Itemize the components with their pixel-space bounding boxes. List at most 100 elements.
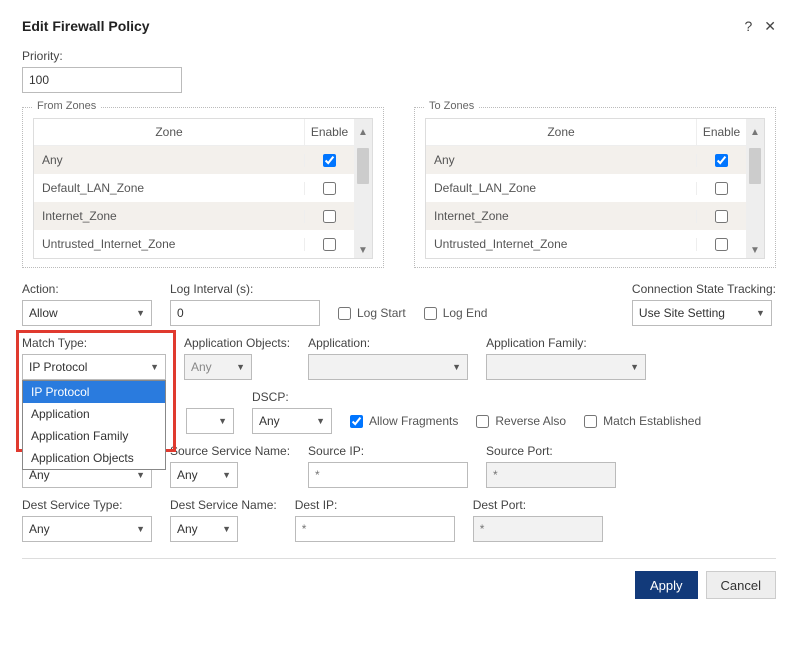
chevron-down-icon: ▼ (136, 524, 145, 534)
match-type-select[interactable]: IP Protocol▼ (22, 354, 166, 380)
action-label: Action: (22, 282, 152, 296)
dropdown-item[interactable]: IP Protocol (23, 381, 165, 403)
chevron-down-icon: ▼ (136, 308, 145, 318)
table-row: Any (426, 146, 746, 174)
dst-port-label: Dest Port: (473, 498, 603, 512)
dst-svc-name-select[interactable]: Any▼ (170, 516, 238, 542)
dst-ip-label: Dest IP: (295, 498, 455, 512)
zone-name: Default_LAN_Zone (34, 181, 304, 195)
chevron-down-icon: ▼ (222, 524, 231, 534)
firewall-policy-dialog: Edit Firewall Policy ? ✕ Priority: From … (0, 0, 798, 617)
zone-enable-checkbox[interactable] (715, 182, 728, 195)
hidden-select[interactable]: ▼ (186, 408, 234, 434)
dropdown-item[interactable]: Application Objects (23, 447, 165, 469)
from-zone-col-enable: Enable (304, 119, 354, 145)
zone-enable-checkbox[interactable] (715, 210, 728, 223)
priority-label: Priority: (22, 49, 776, 63)
cancel-button[interactable]: Cancel (706, 571, 776, 599)
match-type-label: Match Type: (22, 336, 166, 350)
chevron-down-icon: ▼ (236, 362, 245, 372)
app-objects-select: Any▼ (184, 354, 252, 380)
dialog-title: Edit Firewall Policy (22, 18, 150, 34)
dst-svc-name-label: Dest Service Name: (170, 498, 277, 512)
help-icon[interactable]: ? (744, 18, 752, 35)
log-end-checkbox-wrap[interactable]: Log End (424, 300, 488, 326)
zone-name: Internet_Zone (426, 209, 696, 223)
scroll-down-icon[interactable]: ▼ (358, 243, 368, 258)
scroll-thumb[interactable] (357, 148, 369, 184)
table-row: Default_LAN_Zone (426, 174, 746, 202)
zone-scrollbar[interactable]: ▼ (354, 146, 372, 258)
zone-name: Any (426, 153, 696, 167)
chevron-down-icon: ▼ (452, 362, 461, 372)
table-row: Internet_Zone (34, 202, 354, 230)
dst-ip-input[interactable] (295, 516, 455, 542)
zone-name: Default_LAN_Zone (426, 181, 696, 195)
log-start-checkbox-wrap[interactable]: Log Start (338, 300, 406, 326)
zone-name: Internet_Zone (34, 209, 304, 223)
src-port-label: Source Port: (486, 444, 616, 458)
zone-name: Untrusted_Internet_Zone (34, 237, 304, 251)
application-select: ▼ (308, 354, 468, 380)
dst-svc-type-label: Dest Service Type: (22, 498, 152, 512)
chevron-down-icon: ▼ (150, 362, 159, 372)
dst-svc-type-select[interactable]: Any▼ (22, 516, 152, 542)
zone-enable-checkbox[interactable] (715, 238, 728, 251)
from-zone-col-zone: Zone (34, 119, 304, 145)
chevron-down-icon: ▼ (316, 416, 325, 426)
src-svc-name-select[interactable]: Any▼ (170, 462, 238, 488)
app-family-label: Application Family: (486, 336, 646, 350)
zone-enable-checkbox[interactable] (323, 210, 336, 223)
dropdown-item[interactable]: Application Family (23, 425, 165, 447)
zone-enable-checkbox[interactable] (323, 238, 336, 251)
match-type-dropdown: IP Protocol Application Application Fami… (22, 380, 166, 470)
scroll-up-icon[interactable]: ▲ (746, 119, 764, 145)
allow-fragments-checkbox[interactable] (350, 415, 363, 428)
priority-input[interactable] (22, 67, 182, 93)
table-row: Default_LAN_Zone (34, 174, 354, 202)
table-row: Untrusted_Internet_Zone (426, 230, 746, 258)
zone-enable-checkbox[interactable] (323, 154, 336, 167)
scroll-down-icon[interactable]: ▼ (750, 243, 760, 258)
log-end-checkbox[interactable] (424, 307, 437, 320)
chevron-down-icon: ▼ (222, 470, 231, 480)
zone-scrollbar[interactable]: ▼ (746, 146, 764, 258)
table-row: Any (34, 146, 354, 174)
src-port-input[interactable] (486, 462, 616, 488)
allow-fragments-wrap[interactable]: Allow Fragments (350, 408, 458, 434)
zone-name: Untrusted_Internet_Zone (426, 237, 696, 251)
apply-button[interactable]: Apply (635, 571, 698, 599)
close-icon[interactable]: ✕ (764, 18, 776, 35)
to-zone-col-zone: Zone (426, 119, 696, 145)
table-row: Internet_Zone (426, 202, 746, 230)
match-established-checkbox[interactable] (584, 415, 597, 428)
zone-enable-checkbox[interactable] (715, 154, 728, 167)
dropdown-item[interactable]: Application (23, 403, 165, 425)
action-select[interactable]: Allow▼ (22, 300, 152, 326)
dst-port-input[interactable] (473, 516, 603, 542)
from-zones-fieldset: From Zones Zone Enable ▲ Any Default_LAN… (22, 107, 384, 268)
chevron-down-icon: ▼ (756, 308, 765, 318)
app-objects-label: Application Objects: (184, 336, 290, 350)
from-zones-legend: From Zones (33, 100, 100, 112)
scroll-thumb[interactable] (749, 148, 761, 184)
reverse-also-checkbox[interactable] (476, 415, 489, 428)
dscp-select[interactable]: Any▼ (252, 408, 332, 434)
cst-select[interactable]: Use Site Setting▼ (632, 300, 772, 326)
log-start-checkbox[interactable] (338, 307, 351, 320)
dialog-header: Edit Firewall Policy ? ✕ (22, 18, 776, 35)
priority-row: Priority: (22, 49, 776, 93)
application-label: Application: (308, 336, 468, 350)
to-zones-legend: To Zones (425, 100, 478, 112)
table-row: Untrusted_Internet_Zone (34, 230, 354, 258)
reverse-also-wrap[interactable]: Reverse Also (476, 408, 566, 434)
scroll-up-icon[interactable]: ▲ (354, 119, 372, 145)
zone-enable-checkbox[interactable] (323, 182, 336, 195)
app-family-select: ▼ (486, 354, 646, 380)
src-ip-label: Source IP: (308, 444, 468, 458)
cst-label: Connection State Tracking: (632, 282, 776, 296)
src-ip-input[interactable] (308, 462, 468, 488)
match-established-wrap[interactable]: Match Established (584, 408, 701, 434)
log-interval-input[interactable] (170, 300, 320, 326)
dscp-label: DSCP: (252, 390, 332, 404)
